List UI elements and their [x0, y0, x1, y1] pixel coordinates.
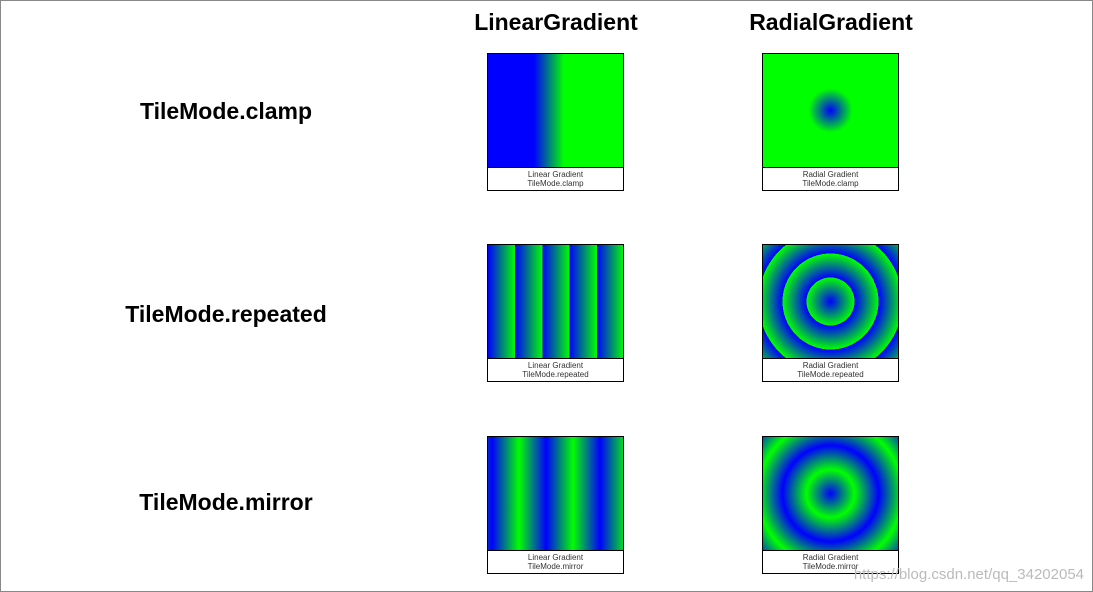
column-header: LinearGradient [474, 9, 638, 35]
caption-title: Linear Gradient [527, 361, 584, 370]
caption-title: Radial Gradient [802, 170, 859, 179]
row-label: TileMode.mirror [139, 489, 313, 515]
card: Radial Gradient TileMode.mirror [762, 436, 899, 574]
caption: Linear Gradient TileMode.repeated [488, 359, 623, 379]
gradient [488, 245, 623, 359]
caption-subtitle: TileMode.repeated [522, 370, 589, 379]
gradient [488, 437, 623, 551]
card: Radial Gradient TileMode.clamp [762, 53, 899, 191]
gradient [763, 437, 898, 551]
caption-title: Radial Gradient [802, 553, 859, 562]
caption-subtitle: TileMode.clamp [802, 179, 859, 188]
card: Radial Gradient TileMode.repeated [762, 244, 899, 382]
card: Linear Gradient TileMode.repeated [487, 244, 624, 382]
gradient [488, 54, 623, 168]
caption-title: Radial Gradient [802, 361, 859, 370]
gradient [763, 54, 898, 168]
caption: Radial Gradient TileMode.repeated [763, 359, 898, 379]
caption-title: Linear Gradient [527, 553, 584, 562]
card: Linear Gradient TileMode.clamp [487, 53, 624, 191]
caption-subtitle: TileMode.clamp [527, 179, 584, 188]
caption-subtitle: TileMode.mirror [527, 562, 584, 571]
caption-title: Linear Gradient [527, 170, 584, 179]
caption-subtitle: TileMode.repeated [797, 370, 864, 379]
caption-subtitle: TileMode.mirror [802, 562, 859, 571]
watermark: https://blog.csdn.net/qq_34202054 [853, 566, 1084, 583]
caption: Radial Gradient TileMode.mirror [763, 551, 898, 571]
column-header: RadialGradient [749, 9, 913, 35]
row-label: TileMode.repeated [125, 301, 327, 327]
card: Linear Gradient TileMode.mirror [487, 436, 624, 574]
caption: Linear Gradient TileMode.clamp [488, 168, 623, 188]
row-label: TileMode.clamp [139, 98, 313, 124]
caption: Linear Gradient TileMode.mirror [488, 551, 623, 571]
gradient [763, 245, 898, 359]
caption: Radial Gradient TileMode.clamp [763, 168, 898, 188]
